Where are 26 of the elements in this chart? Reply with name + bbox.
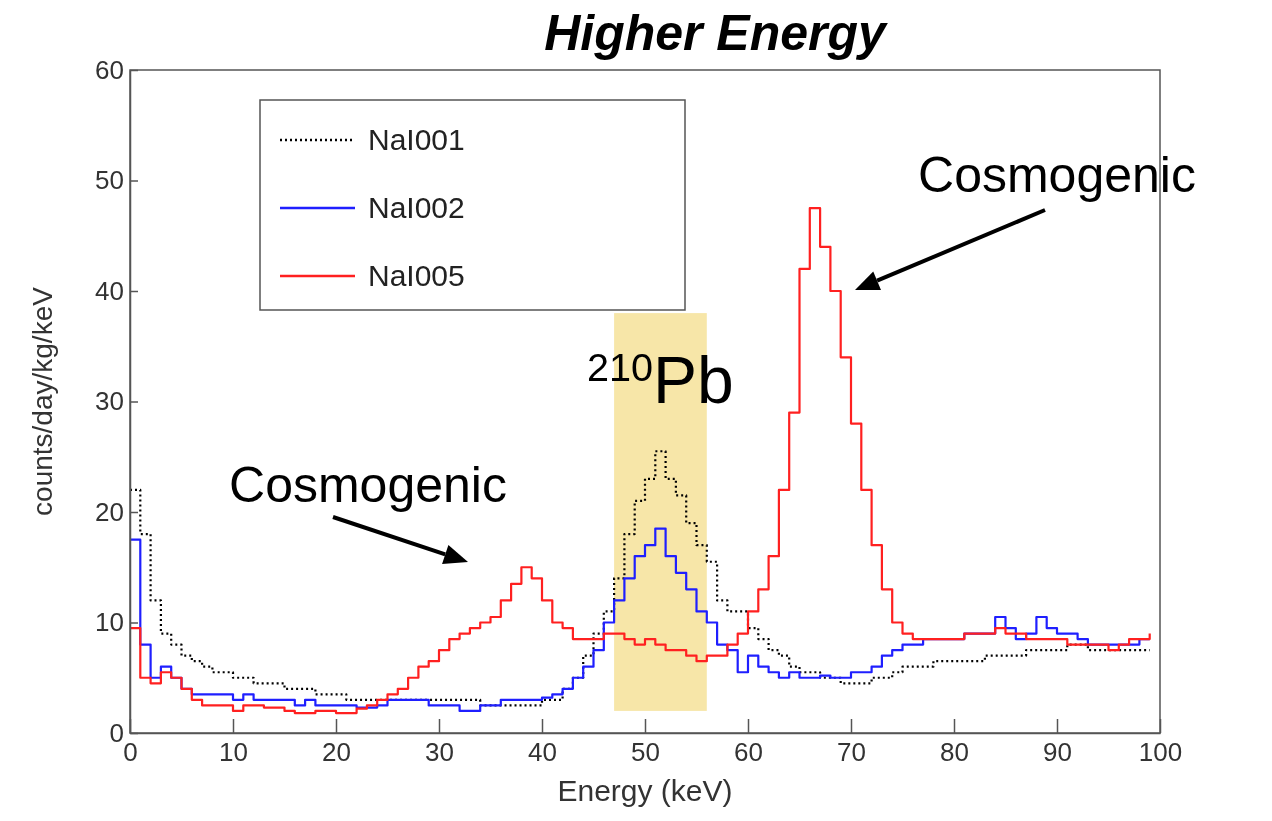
y-tick-label: 20 (95, 496, 124, 527)
y-tick-label: 10 (95, 607, 124, 638)
x-tick-label: 80 (940, 737, 969, 768)
y-axis-title: counts/day/kg/keV (27, 286, 58, 516)
annotation: Cosmogenic (918, 147, 1196, 203)
x-tick-label: 60 (734, 737, 763, 768)
x-tick-label: 40 (528, 737, 557, 768)
legend-label: NaI001 (368, 123, 465, 156)
x-tick-label: 70 (837, 737, 866, 768)
y-tick-label: 30 (95, 386, 124, 417)
x-axis-title: Energy (keV) (557, 774, 733, 807)
band-label: $^{210}$Pb (587, 343, 734, 418)
legend-label: NaI002 (368, 191, 465, 224)
y-tick-label: 40 (95, 275, 124, 306)
x-tick-label: 50 (631, 737, 660, 768)
chart-title: Higher Energy (544, 5, 889, 61)
x-tick-label: 90 (1043, 737, 1072, 768)
annotation: Cosmogenic (229, 457, 507, 513)
x-tick-label: 10 (219, 737, 248, 768)
x-tick-label: 100 (1138, 737, 1183, 768)
y-tick-label: 0 (109, 717, 124, 748)
x-tick-label: 30 (425, 737, 454, 768)
legend-label: NaI005 (368, 259, 465, 292)
x-tick-label: 20 (322, 737, 351, 768)
y-tick-label: 60 (95, 54, 124, 85)
y-tick-label: 50 (95, 165, 124, 196)
